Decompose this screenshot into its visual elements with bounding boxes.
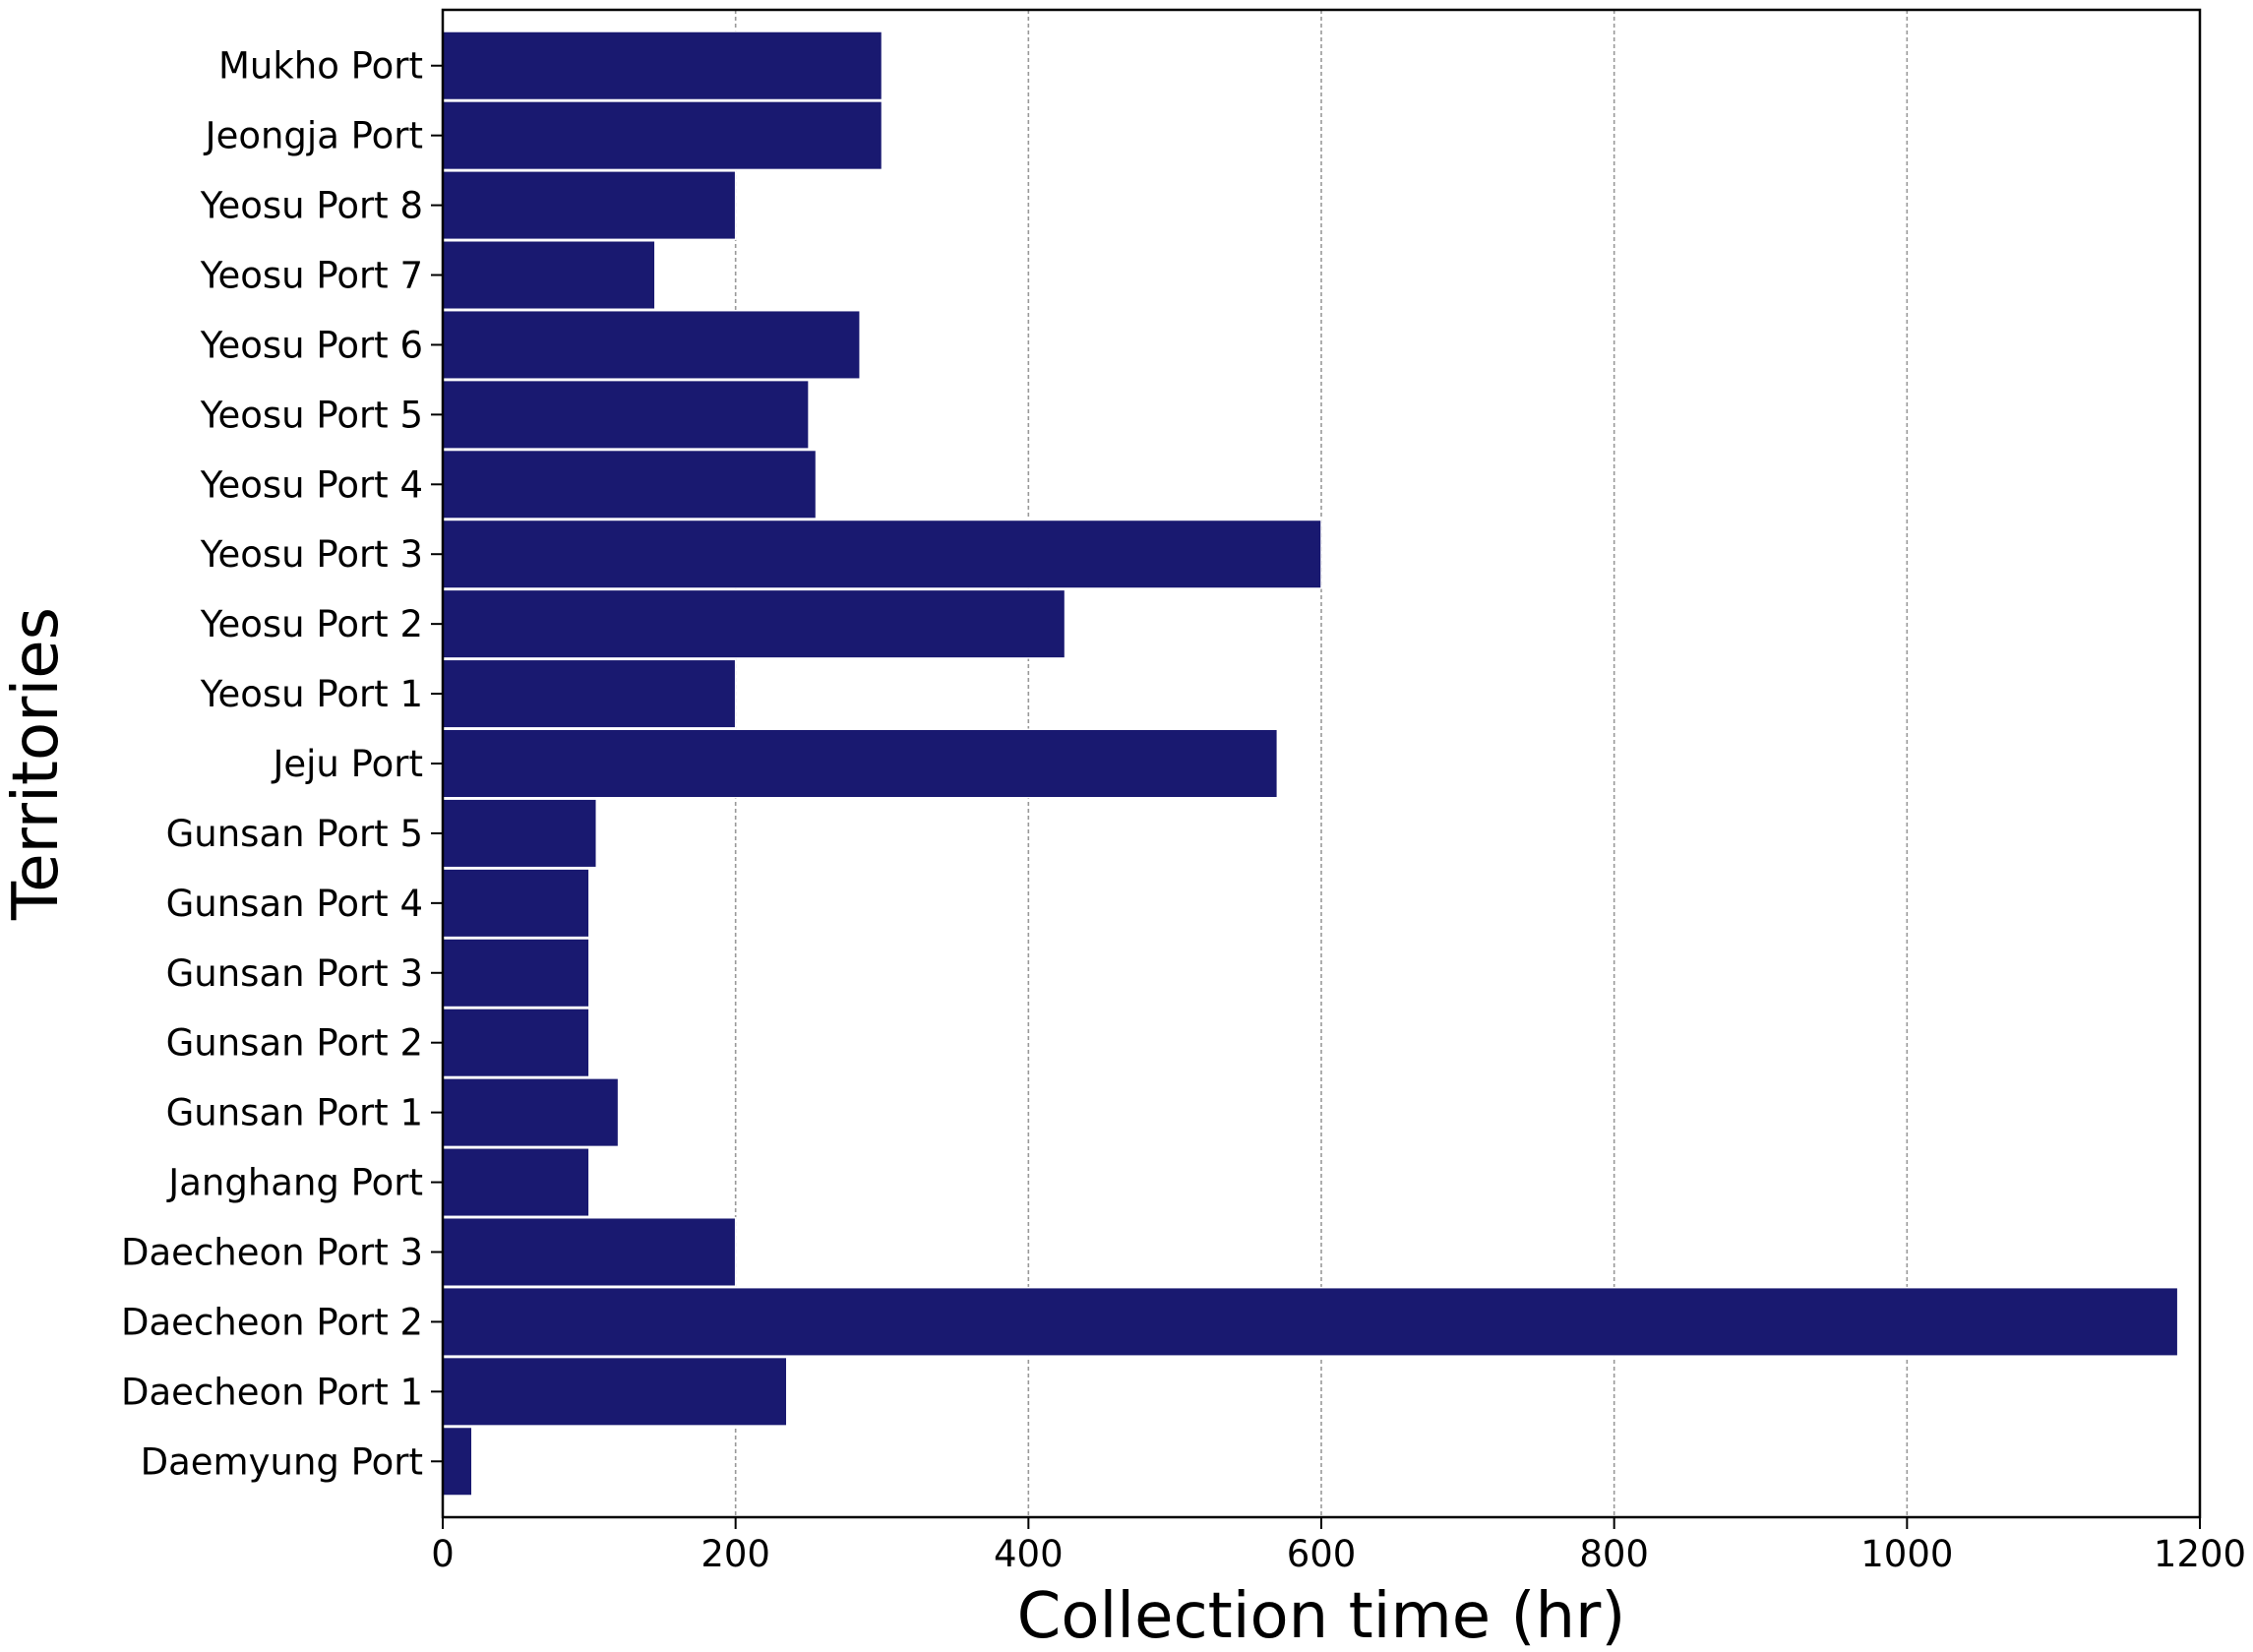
- y-tick-label: Yeosu Port 2: [200, 603, 423, 645]
- bar-yeosu-port-4: [442, 449, 818, 520]
- y-tick-label: Janghang Port: [166, 1162, 423, 1204]
- bar-jeju-port: [442, 728, 1279, 799]
- bar-daecheon-port-2: [442, 1286, 2179, 1357]
- bar-yeosu-port-6: [442, 309, 861, 380]
- x-axis-label: Collection time (hr): [1017, 1580, 1626, 1652]
- bar-daecheon-port-3: [442, 1216, 737, 1287]
- y-tick-label: Mukho Port: [218, 45, 423, 88]
- y-axis-label: Territories: [0, 607, 73, 921]
- bar-janghang-port: [442, 1147, 590, 1218]
- bar-jeongja-port: [442, 100, 883, 171]
- bar-yeosu-port-7: [442, 240, 656, 311]
- x-tick-label: 200: [700, 1533, 770, 1575]
- bar-daemyung-port: [442, 1426, 473, 1497]
- x-tick-label: 400: [994, 1533, 1064, 1575]
- y-tick-label: Yeosu Port 6: [200, 324, 423, 366]
- y-tick-label: Daemyung Port: [141, 1440, 423, 1483]
- bar-yeosu-port-3: [442, 519, 1322, 589]
- y-tick-label: Yeosu Port 3: [200, 533, 423, 576]
- y-tick-label: Gunsan Port 2: [166, 1022, 423, 1065]
- y-tick-label: Jeju Port: [271, 743, 423, 785]
- x-tick-label: 600: [1287, 1533, 1357, 1575]
- y-tick-label: Gunsan Port 5: [166, 813, 423, 855]
- x-tick-label: 1200: [2154, 1533, 2246, 1575]
- bar-gunsan-port-3: [442, 938, 590, 1009]
- y-tick-label: Jeongja Port: [204, 115, 423, 157]
- x-tick-label: 800: [1579, 1533, 1649, 1575]
- y-tick-label: Yeosu Port 7: [200, 255, 423, 297]
- y-tick-label: Gunsan Port 4: [166, 883, 423, 925]
- y-tick-label: Yeosu Port 1: [200, 673, 423, 715]
- y-axis: Daemyung Port Daecheon Port 1 Daecheon Por…: [121, 45, 443, 1483]
- bar-mukho-port: [442, 31, 883, 101]
- x-tick-label: 0: [431, 1533, 455, 1575]
- x-axis: 0 200 400 600 800 1000 1200: [431, 1517, 2246, 1575]
- y-tick-label: Daecheon Port 2: [121, 1301, 423, 1343]
- bar-yeosu-port-1: [442, 658, 737, 729]
- y-tick-label: Daecheon Port 3: [121, 1231, 423, 1273]
- x-tick-label: 1000: [1860, 1533, 1953, 1575]
- bar-yeosu-port-5: [442, 379, 810, 450]
- bar-gunsan-port-1: [442, 1077, 620, 1148]
- y-tick-label: Yeosu Port 4: [200, 463, 423, 506]
- y-tick-label: Gunsan Port 1: [166, 1092, 423, 1134]
- bar-gunsan-port-4: [442, 868, 590, 939]
- y-tick-label: Daecheon Port 1: [121, 1371, 423, 1413]
- bar-gunsan-port-2: [442, 1008, 590, 1078]
- bar-daecheon-port-1: [442, 1356, 788, 1427]
- y-tick-label: Yeosu Port 5: [200, 394, 423, 436]
- bars: [442, 31, 2179, 1497]
- y-tick-label: Yeosu Port 8: [200, 185, 423, 227]
- bar-yeosu-port-2: [442, 588, 1066, 659]
- bar-gunsan-port-5: [442, 798, 598, 869]
- bar-yeosu-port-8: [442, 170, 737, 241]
- y-tick-label: Gunsan Port 3: [166, 952, 423, 995]
